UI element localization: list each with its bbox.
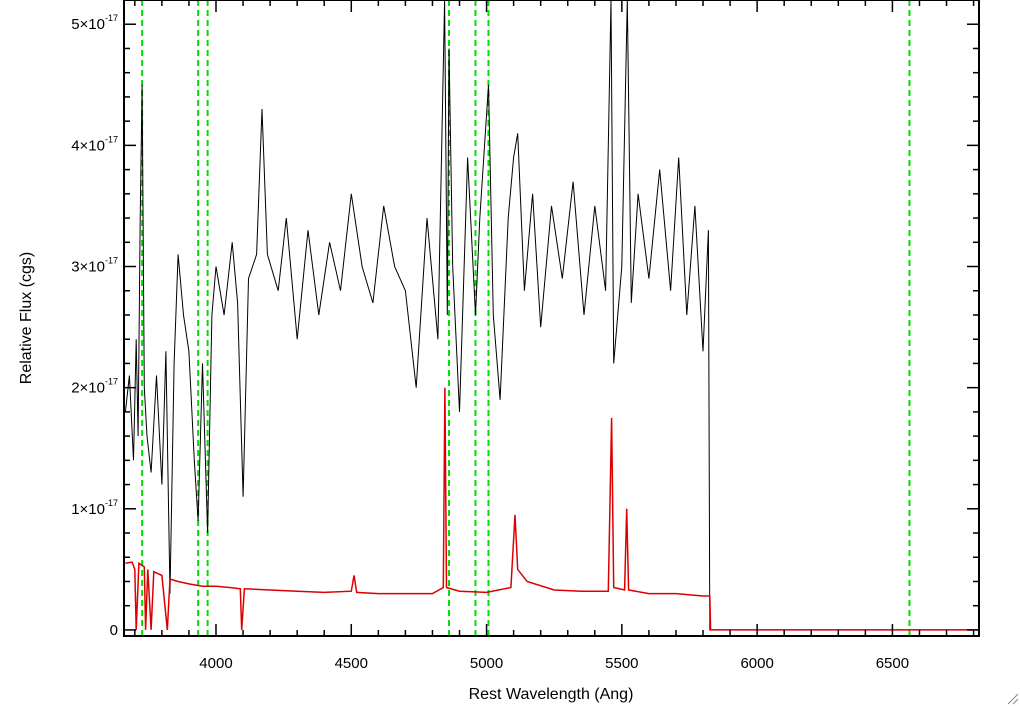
y-tick-labels: 0 1×10-17 2×10-17 3×10-17 4×10-17 5×10-17 xyxy=(71,13,118,639)
x-tick-label: 4500 xyxy=(335,655,368,672)
x-tick-label: 4000 xyxy=(199,655,232,672)
plot-frame xyxy=(123,0,980,637)
y-tick-label: 5×10-17 xyxy=(71,13,118,33)
x-tick-labels: 4000 4500 5000 5500 6000 6500 xyxy=(199,655,909,672)
y-tick-label: 2×10-17 xyxy=(71,377,118,397)
x-tick-label: 6500 xyxy=(876,655,909,672)
x-tick-label: 5000 xyxy=(470,655,503,672)
y-axis-title: Relative Flux (cgs) xyxy=(18,252,35,384)
x-axis-title: Rest Wavelength (Ang) xyxy=(469,686,634,703)
x-tick-label: 6000 xyxy=(740,655,773,672)
spectrum-series xyxy=(124,0,979,631)
axis-ticks xyxy=(124,0,979,636)
x-tick-label: 5500 xyxy=(605,655,638,672)
y-tick-label: 1×10-17 xyxy=(71,498,118,518)
y-tick-label: 0 xyxy=(110,622,118,639)
emission-line-markers xyxy=(141,0,911,636)
y-tick-label: 3×10-17 xyxy=(71,256,118,276)
y-tick-label: 4×10-17 xyxy=(71,134,118,154)
series-line-0 xyxy=(124,0,979,631)
series-line-1 xyxy=(125,387,979,631)
resize-grip-icon xyxy=(1007,693,1019,705)
